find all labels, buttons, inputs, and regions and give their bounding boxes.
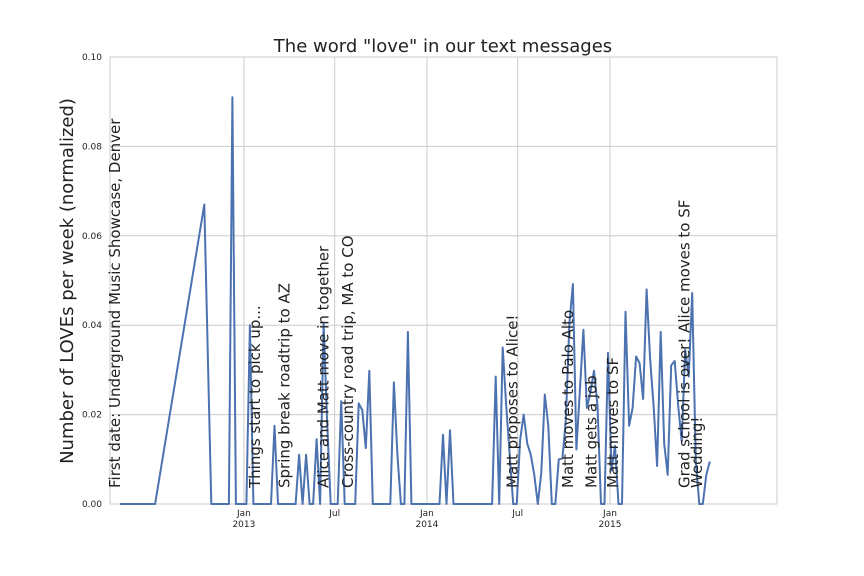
annotation-label: Matt proposes to Alice! <box>504 315 522 488</box>
series-line <box>120 96 711 505</box>
x-tick-label: Jan <box>236 509 251 519</box>
y-axis-ticks: 0.00 0.02 0.04 0.06 0.08 0.10 <box>82 53 102 510</box>
y-tick-label: 0.02 <box>82 411 102 421</box>
annotation-label: First date: Underground Music Showcase, … <box>106 118 124 488</box>
chart-title: The word "love" in our text messages <box>273 36 612 57</box>
annotation-label: Grad school is over! Alice moves to SF <box>676 200 694 488</box>
x-tick-label: Jan <box>602 509 617 519</box>
y-tick-label: 0.06 <box>82 232 102 242</box>
x-tick-sublabel: 2013 <box>232 520 255 530</box>
series-lines <box>120 96 711 505</box>
x-tick-label: Jul <box>328 509 340 519</box>
x-tick-sublabel: 2014 <box>415 520 438 530</box>
annotation-label: Things start to pick up... <box>246 305 264 489</box>
annotation-label: Matt gets a job <box>582 375 600 488</box>
y-tick-label: 0.10 <box>82 53 102 63</box>
annotation-label: Spring break roadtrip to AZ <box>276 283 294 488</box>
annotations: First date: Underground Music Showcase, … <box>106 118 706 489</box>
annotation-label: Cross-country road trip, MA to CO <box>339 235 357 488</box>
plot-frame <box>109 56 778 505</box>
x-tick-label: Jul <box>511 509 523 519</box>
y-tick-label: 0.04 <box>82 321 102 331</box>
y-axis-label: Number of LOVEs per week (normalized) <box>57 98 78 464</box>
annotation-label: Matt moves to SF <box>604 357 622 488</box>
x-tick-sublabel: 2015 <box>599 520 622 530</box>
annotation-label: Matt moves to Palo Alto <box>559 310 577 488</box>
annotation-label: Wedding! <box>688 417 706 488</box>
annotation-label: Alice and Matt move in together <box>315 245 333 488</box>
x-tick-label: Jan <box>419 509 434 519</box>
y-tick-label: 0.08 <box>82 142 102 152</box>
y-tick-label: 0.00 <box>82 500 102 510</box>
